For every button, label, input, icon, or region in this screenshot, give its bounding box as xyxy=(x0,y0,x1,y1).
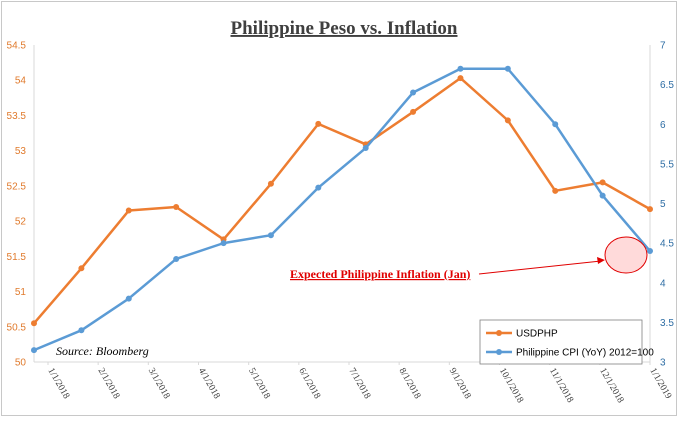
right-tick-label: 5 xyxy=(660,199,666,210)
source-note: Source: Bloomberg xyxy=(56,344,149,358)
annotation-text: Expected Philippine Inflation (Jan) xyxy=(290,267,470,281)
left-tick-label: 54 xyxy=(15,76,27,87)
left-tick-label: 50 xyxy=(15,358,27,369)
data-point xyxy=(173,204,180,211)
x-tick-label: 6/1/2018 xyxy=(296,367,322,401)
legend-swatch-marker xyxy=(496,349,502,355)
x-tick-label: 11/1/2018 xyxy=(547,367,575,405)
right-tick-label: 5.5 xyxy=(660,159,674,170)
legend-swatch-marker xyxy=(496,330,502,336)
data-point xyxy=(457,75,464,82)
legend-box xyxy=(479,319,643,365)
data-point xyxy=(125,295,132,302)
data-point xyxy=(410,89,417,96)
left-tick-label: 51 xyxy=(15,287,27,298)
data-point xyxy=(267,180,274,187)
data-point xyxy=(457,65,464,72)
chart: Philippine Peso vs. Inflation 5050.55151… xyxy=(7,18,675,405)
left-tick-label: 50.5 xyxy=(7,322,27,333)
data-point xyxy=(31,347,37,354)
data-point xyxy=(315,120,322,127)
data-point xyxy=(599,192,606,199)
annotation-arrowhead xyxy=(597,257,605,264)
x-tick-label: 10/1/2018 xyxy=(497,367,525,406)
axes xyxy=(33,45,651,363)
right-tick-label: 6.5 xyxy=(660,80,674,91)
right-axis-ticks: 3 3.5 4 4.5 5 5.5 6 6.5 7 xyxy=(660,41,674,369)
x-tick-label: 8/1/2018 xyxy=(397,367,423,401)
left-tick-label: 52.5 xyxy=(7,181,27,192)
data-point xyxy=(125,207,132,214)
left-axis-ticks: 50 50.5 51 51.5 52 52.5 53 53.5 54 54.5 xyxy=(7,41,27,369)
left-tick-label: 54.5 xyxy=(7,41,27,52)
data-point xyxy=(315,184,322,191)
left-tick-label: 51.5 xyxy=(7,252,27,263)
x-tick-label: 5/1/2018 xyxy=(246,367,272,401)
data-point xyxy=(410,108,417,115)
series-line xyxy=(33,76,651,325)
x-axis-ticks: 1/1/2018 2/1/2018 3/1/2018 4/1/2018 5/1/2018… xyxy=(45,362,673,405)
x-tick-label: 3/1/2018 xyxy=(146,367,172,401)
x-tick-label: 1/1/2019 xyxy=(647,367,673,401)
data-point xyxy=(78,265,85,272)
x-tick-label: 12/1/2018 xyxy=(597,367,625,406)
series-layer xyxy=(31,65,653,354)
chart-title: Philippine Peso vs. Inflation xyxy=(231,18,458,39)
legend-label: Philippine CPI (YoY) 2012=100 xyxy=(516,348,654,359)
x-tick-label: 1/1/2018 xyxy=(45,367,71,401)
series-usdphp xyxy=(31,75,653,327)
series-line xyxy=(33,67,651,352)
left-tick-label: 52 xyxy=(15,217,27,228)
x-tick-label: 7/1/2018 xyxy=(346,367,372,401)
data-point xyxy=(599,179,606,186)
data-point xyxy=(173,255,180,262)
right-tick-label: 7 xyxy=(660,41,666,52)
data-point xyxy=(362,145,369,152)
data-point xyxy=(552,121,559,128)
chart-frame: Philippine Peso vs. Inflation 50 50.5 51 51… xyxy=(1,1,677,416)
annotation-highlight-circle xyxy=(604,236,648,274)
data-point xyxy=(647,248,653,255)
right-tick-label: 4.5 xyxy=(660,239,674,250)
left-tick-label: 53 xyxy=(15,146,27,157)
data-point xyxy=(31,320,37,327)
data-point xyxy=(647,206,653,213)
right-tick-label: 3 xyxy=(660,358,666,369)
data-point xyxy=(504,117,511,124)
data-point xyxy=(78,327,85,334)
data-point xyxy=(220,240,227,247)
series-cpi xyxy=(31,65,653,354)
left-tick-label: 53.5 xyxy=(7,111,27,122)
x-tick-label: 4/1/2018 xyxy=(196,367,222,401)
right-tick-label: 6 xyxy=(660,120,666,131)
data-point xyxy=(267,232,274,239)
annotation-arrow xyxy=(478,260,602,275)
annotation: Expected Philippine Inflation (Jan) xyxy=(290,236,648,281)
data-point xyxy=(552,187,559,194)
right-tick-label: 3.5 xyxy=(660,318,674,329)
x-tick-label: 2/1/2018 xyxy=(96,367,122,401)
legend: USDPHP Philippine CPI (YoY) 2012=100 xyxy=(479,319,654,365)
legend-label: USDPHP xyxy=(516,329,558,340)
right-tick-label: 4 xyxy=(660,278,666,289)
data-point xyxy=(504,65,511,72)
x-tick-label: 9/1/2018 xyxy=(447,367,473,401)
